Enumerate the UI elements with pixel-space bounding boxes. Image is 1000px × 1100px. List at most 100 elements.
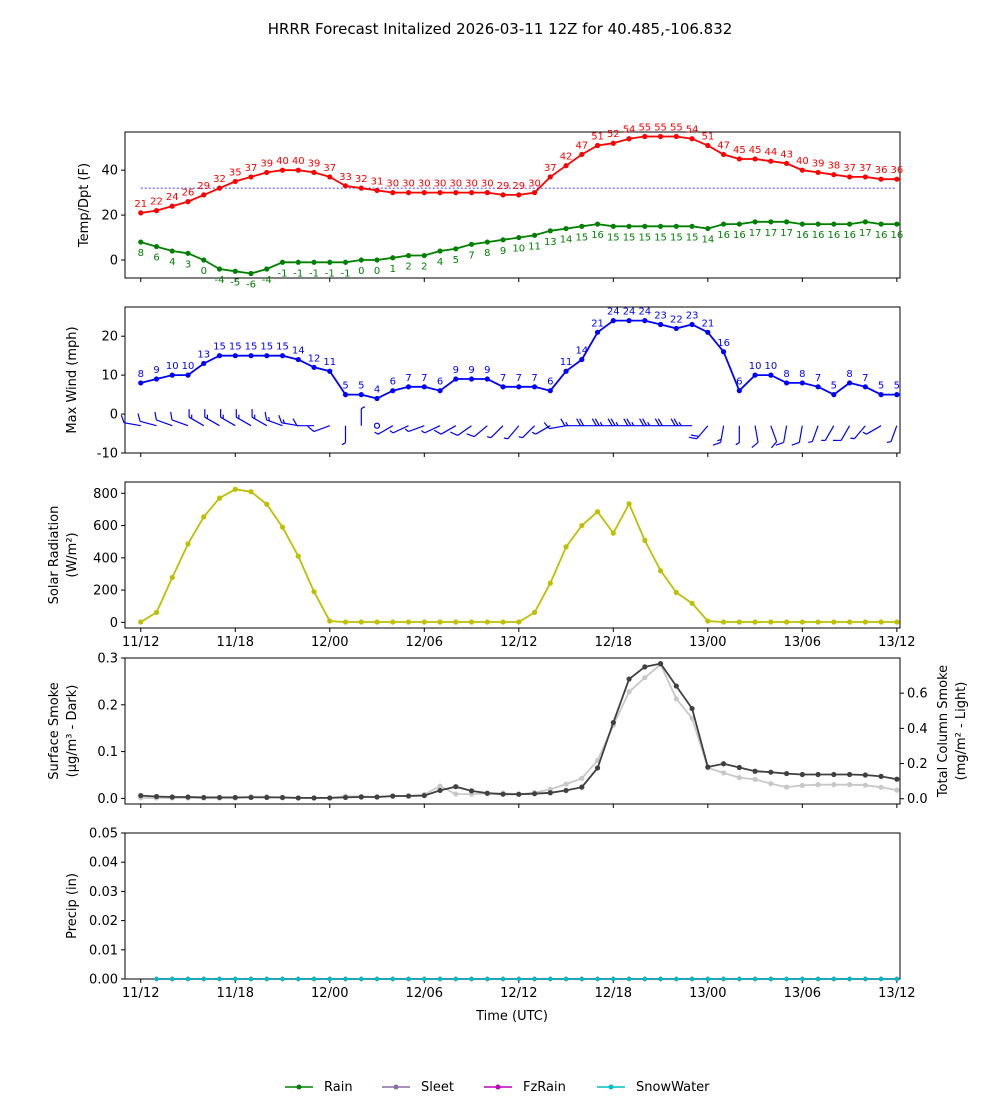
solar-radiation-point (531, 609, 538, 615)
dewpoint-data-label: 16 (827, 230, 840, 241)
legend-label-snowwater: SnowWater (636, 1080, 710, 1095)
temperature-data-label: 55 (654, 122, 667, 133)
dewpoint-point (657, 223, 664, 229)
temperature-point (374, 187, 380, 193)
max-wind-point (736, 388, 742, 394)
max-wind-data-label: 13 (197, 349, 210, 360)
wind-barb (188, 409, 205, 427)
temperature-point (783, 160, 790, 167)
surface-smoke-point (484, 790, 490, 796)
y-tick-label: 400 (93, 551, 118, 566)
max-wind-data-label: 5 (358, 381, 364, 392)
temperature-data-label: 37 (323, 163, 336, 174)
surface-smoke-point (579, 784, 585, 790)
surface-smoke-point (201, 794, 207, 801)
snowwater-precip-point (674, 976, 679, 982)
x-tick-label: 12/06 (406, 635, 443, 650)
max-wind-data-label: 7 (405, 373, 411, 384)
dewpoint-point (201, 257, 207, 263)
snowwater-precip-point (374, 976, 380, 982)
wind-barb (791, 425, 803, 446)
snowwater-precip-point (406, 976, 411, 982)
dewpoint-point (169, 248, 175, 254)
dewpoint-point (327, 259, 333, 265)
wind-barb (607, 418, 630, 427)
max-wind-data-label: 16 (717, 338, 730, 349)
snowwater-precip-point (737, 976, 742, 982)
solar-radiation-line (140, 488, 897, 623)
temperature-data-label: 29 (197, 181, 210, 192)
dewpoint-data-label: 16 (591, 230, 604, 241)
max-wind-point (563, 368, 569, 374)
dewpoint-data-label: 15 (623, 232, 636, 243)
temperature-data-label: 51 (701, 131, 714, 142)
dewpoint-point (563, 225, 569, 232)
dewpoint-point (295, 259, 301, 265)
temperature-point (547, 174, 553, 180)
total-column-smoke-point (862, 782, 868, 788)
temperature-data-label: 30 (418, 179, 431, 190)
y-tick-label: -10 (97, 447, 118, 462)
wind-barb (654, 418, 677, 427)
y-right-axis-units: (mg/m² - Light) (954, 682, 969, 781)
wind-barb (735, 425, 740, 446)
temperature-data-label: 54 (686, 125, 699, 136)
wind-barb (450, 425, 472, 436)
snowwater-precip-point (658, 976, 663, 982)
wind-barb (639, 418, 661, 427)
wind-barb (576, 418, 598, 427)
x-tick-label: 13/12 (878, 986, 915, 1001)
surface-smoke-point (169, 794, 175, 800)
solar-radiation-point (201, 514, 207, 520)
wind-barb (420, 425, 441, 434)
dewpoint-data-label: -6 (246, 280, 256, 291)
temperature-point (657, 133, 664, 140)
max-wind-point (862, 384, 868, 390)
surface-smoke-point (437, 787, 443, 794)
max-wind-data-label: 21 (591, 318, 604, 329)
wind-barb (373, 422, 381, 429)
max-wind-point (453, 376, 459, 382)
y-tick-label: 40 (101, 164, 118, 179)
solar-radiation-point (579, 522, 585, 529)
dewpoint-data-label: -5 (230, 277, 240, 288)
temperature-point (358, 185, 364, 191)
dewpoint-data-label: -1 (325, 268, 335, 279)
surface-smoke-point (894, 776, 900, 782)
dewpoint-data-label: 16 (875, 230, 888, 241)
y-axis-units: (μg/m³ - Dark) (65, 685, 80, 778)
snowwater-precip-point (390, 976, 395, 982)
dewpoint-data-label: -4 (215, 275, 225, 286)
dewpoint-point (594, 221, 601, 227)
max-wind-data-label: 6 (547, 377, 553, 388)
temperature-data-label: 47 (717, 140, 730, 151)
surface-smoke-point (232, 794, 238, 801)
dewpoint-data-label: 4 (437, 257, 443, 268)
x-tick-label: 12/12 (500, 635, 537, 650)
max-wind-data-label: 15 (245, 342, 258, 353)
snowwater-precip-point (626, 976, 632, 982)
dewpoint-point (453, 246, 459, 252)
snowwater-precip-point (800, 976, 805, 982)
temperature-point (862, 174, 868, 180)
wind-barb (688, 425, 709, 440)
total-column-smoke-line (140, 663, 897, 800)
surface-smoke-point (311, 795, 317, 801)
temperature-data-label: 37 (245, 163, 258, 174)
wind-barb (170, 411, 189, 427)
temperature-data-label: 38 (827, 161, 840, 172)
temperature-point (642, 133, 648, 140)
max-wind-data-label: 11 (323, 357, 336, 368)
max-wind-data-label: 8 (138, 369, 144, 380)
temperature-point (264, 169, 270, 176)
max-wind-point (248, 353, 254, 359)
solar-radiation-point (720, 619, 727, 625)
y-tick-label: 10 (101, 369, 118, 384)
wind-barb (886, 425, 898, 443)
legend-item-sleet: Sleet (382, 1080, 454, 1095)
dewpoint-data-label: -1 (278, 268, 288, 279)
temperature-data-label: 52 (607, 129, 620, 140)
x-tick-label: 12/12 (500, 986, 537, 1001)
smoke-panel: 0.0 0.1 0.2 0.3 Surface Smoke (μg/m³ - Dark) 0… (47, 652, 969, 808)
